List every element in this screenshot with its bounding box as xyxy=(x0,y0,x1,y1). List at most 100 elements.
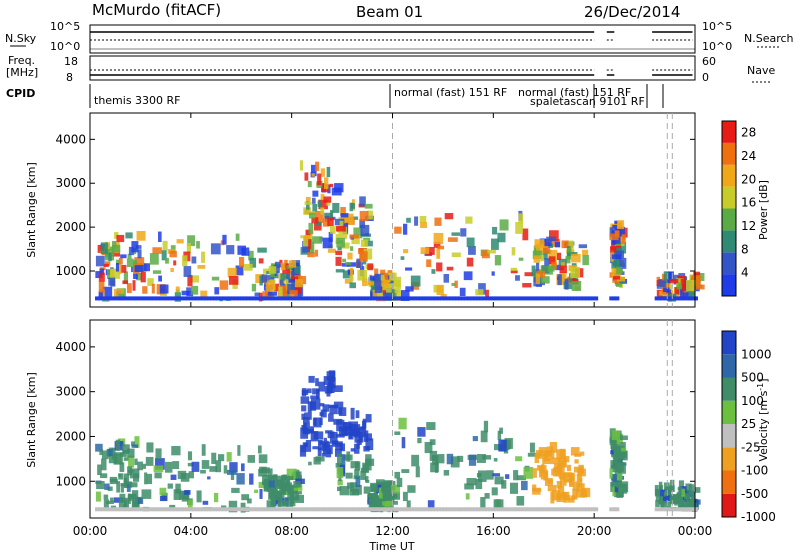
colorbar-tick-label: 100 xyxy=(741,394,764,408)
heatmap-cell xyxy=(110,507,115,512)
heatmap-cell xyxy=(145,456,154,466)
heatmap-cell xyxy=(655,500,660,508)
heatmap-cell xyxy=(258,296,263,301)
heatmap-cell xyxy=(263,268,270,274)
heatmap-cell xyxy=(324,212,333,219)
heatmap-cell xyxy=(118,473,124,480)
heatmap-cell xyxy=(335,441,343,451)
heatmap-cell xyxy=(261,467,270,473)
heatmap-cell xyxy=(616,458,622,467)
heatmap-cell xyxy=(458,296,463,301)
velocity-heatmap-data xyxy=(95,370,701,513)
heatmap-cell xyxy=(122,296,127,301)
heatmap-cell xyxy=(273,296,278,301)
heatmap-cell xyxy=(300,296,305,301)
heatmap-cell xyxy=(343,296,348,301)
heatmap-cell xyxy=(307,181,312,188)
heatmap-cell xyxy=(118,499,128,509)
heatmap-cell xyxy=(356,258,361,269)
heatmap-cell xyxy=(310,431,319,442)
heatmap-cell xyxy=(247,455,255,463)
heatmap-cell xyxy=(164,296,169,301)
heatmap-cell xyxy=(321,507,326,512)
heatmap-cell xyxy=(125,296,130,301)
x-tick-label: 12:00 xyxy=(375,524,410,538)
heatmap-cell xyxy=(342,270,352,279)
heatmap-cell xyxy=(146,473,153,485)
heatmap-cell xyxy=(257,247,267,253)
heatmap-cell xyxy=(572,278,576,282)
heatmap-cell xyxy=(324,441,330,449)
heatmap-cell xyxy=(101,450,109,460)
heatmap-cell xyxy=(162,240,168,251)
heatmap-cell xyxy=(323,196,332,203)
heatmap-cell xyxy=(533,507,538,512)
heatmap-cell xyxy=(510,267,518,271)
heatmap-cell xyxy=(455,507,460,512)
heatmap-cell xyxy=(527,507,532,512)
heatmap-cell xyxy=(694,487,701,493)
heatmap-cell xyxy=(107,246,115,251)
heatmap-cell xyxy=(436,507,441,512)
heatmap-cell xyxy=(436,285,444,296)
heatmap-cell xyxy=(354,469,360,478)
heatmap-cell xyxy=(657,296,662,301)
heatmap-cell xyxy=(231,487,240,493)
heatmap-cell xyxy=(107,507,112,512)
heatmap-cell xyxy=(658,481,663,493)
colorbar-segment xyxy=(722,121,736,143)
heatmap-cell xyxy=(417,437,422,444)
heatmap-cell xyxy=(566,473,576,482)
heatmap-cell xyxy=(98,296,103,301)
heatmap-cell xyxy=(674,286,680,295)
heatmap-cell xyxy=(211,452,217,464)
heatmap-cell xyxy=(310,164,317,177)
heatmap-cell xyxy=(341,212,346,224)
heatmap-cell xyxy=(254,292,261,297)
heatmap-cell xyxy=(521,480,528,491)
heatmap-cell xyxy=(355,507,360,512)
heatmap-cell xyxy=(100,242,108,255)
heatmap-cell xyxy=(188,296,193,301)
heatmap-cell xyxy=(337,296,342,301)
heatmap-cell xyxy=(536,270,546,278)
heatmap-cell xyxy=(548,296,553,301)
heatmap-cell xyxy=(576,507,581,512)
heatmap-cell xyxy=(398,417,407,430)
heatmap-cell xyxy=(615,507,620,512)
heatmap-cell xyxy=(312,507,317,512)
heatmap-cell xyxy=(377,292,385,297)
heatmap-cell xyxy=(106,269,112,280)
heatmap-cell xyxy=(213,492,219,503)
heatmap-cell xyxy=(672,507,677,512)
heatmap-cell xyxy=(280,262,286,271)
heatmap-cell xyxy=(128,246,134,256)
heatmap-cell xyxy=(327,431,335,439)
heatmap-cell xyxy=(385,296,390,301)
heatmap-cell xyxy=(388,296,393,301)
heatmap-cell xyxy=(354,424,361,434)
heatmap-cell xyxy=(364,240,373,247)
heatmap-cell xyxy=(128,482,138,488)
x-tick-label: 00:00 xyxy=(678,524,713,538)
heatmap-cell xyxy=(155,507,160,512)
heatmap-cell xyxy=(666,501,672,509)
power-panel: 1000 2000 3000 4000 Slant Range [km] 4 8 12 16… xyxy=(25,112,770,308)
heatmap-cell xyxy=(116,507,121,512)
nsearch-label: N.Search xyxy=(744,32,794,45)
heatmap-cell xyxy=(561,262,565,268)
heatmap-cell xyxy=(359,251,368,262)
heatmap-cell xyxy=(134,296,139,301)
heatmap-cell xyxy=(237,296,242,301)
heatmap-cell xyxy=(158,507,163,512)
heatmap-cell xyxy=(566,296,571,301)
heatmap-cell xyxy=(341,242,350,249)
heatmap-cell xyxy=(367,281,374,286)
heatmap-cell xyxy=(268,266,277,274)
heatmap-cell xyxy=(424,296,429,301)
heatmap-cell xyxy=(375,274,380,282)
heatmap-cell xyxy=(329,226,336,234)
heatmap-cell xyxy=(285,296,290,301)
heatmap-cell xyxy=(538,447,548,459)
heatmap-cell xyxy=(675,507,680,512)
